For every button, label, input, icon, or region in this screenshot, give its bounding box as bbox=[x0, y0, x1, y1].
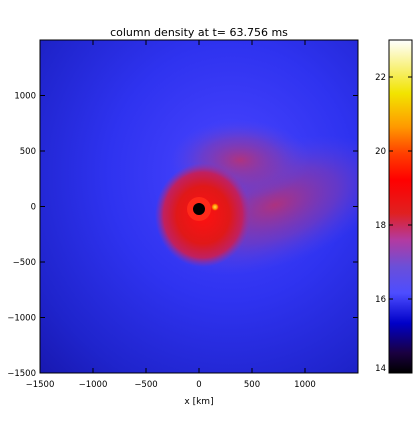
y-tick-label: 500 bbox=[20, 147, 36, 157]
x-axis-label: x [km] bbox=[184, 397, 213, 407]
y-tick-label: −1500 bbox=[7, 369, 36, 379]
x-tick-label: −500 bbox=[134, 380, 157, 390]
y-tick-label: 0 bbox=[31, 203, 36, 213]
y-tick-label: −500 bbox=[13, 258, 36, 268]
colorbar-gradient bbox=[388, 39, 413, 374]
x-tick-label: 1000 bbox=[294, 380, 316, 390]
density-field bbox=[40, 40, 358, 373]
central-core bbox=[193, 203, 205, 215]
colorbar-tick-label: 16 bbox=[375, 295, 386, 305]
colorbar-tick-label: 20 bbox=[375, 147, 386, 157]
x-tick-label: 500 bbox=[244, 380, 260, 390]
x-axis: −1500 −1000 −500 0 500 1000 bbox=[26, 40, 316, 390]
colorbar-tick-label: 18 bbox=[375, 221, 386, 231]
colorbar-ticks: 14 16 18 20 22 bbox=[375, 73, 412, 374]
y-axis: −1500 −1000 −500 0 500 1000 bbox=[7, 92, 358, 379]
x-tick-label: −1000 bbox=[79, 380, 108, 390]
colorbar-tick-label: 22 bbox=[375, 73, 386, 83]
x-tick-label: −1500 bbox=[26, 380, 55, 390]
secondary-bright-spot bbox=[211, 203, 219, 211]
chart-title: column density at t= 63.756 ms bbox=[110, 26, 288, 39]
colorbar: 14 16 18 20 22 bbox=[375, 39, 413, 374]
y-tick-label: 1000 bbox=[14, 92, 36, 102]
colorbar-tick-label: 14 bbox=[375, 364, 386, 374]
x-tick-label: 0 bbox=[196, 380, 201, 390]
y-tick-label: −1000 bbox=[7, 314, 36, 324]
